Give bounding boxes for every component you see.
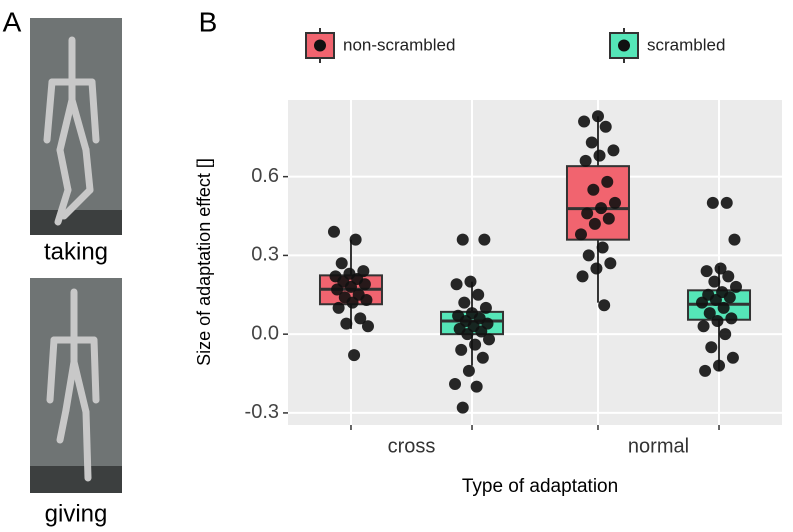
data-point [725,312,738,325]
data-point [462,364,475,377]
data-point [599,120,612,133]
data-point [699,364,712,377]
data-point [464,275,477,288]
data-point [331,283,344,296]
data-point [593,149,606,162]
data-point [607,144,620,157]
data-point [470,380,483,393]
legend-key-dot [618,39,630,52]
data-point [361,320,374,333]
data-point [579,154,592,167]
legend-label: non-scrambled [343,35,455,54]
plot-background [288,100,782,425]
data-point [587,183,600,196]
data-point [709,294,722,307]
data-point [719,328,732,341]
image-caption: giving [45,500,108,527]
data-point [348,349,361,362]
data-point [476,351,489,364]
legend-key-dot [314,39,326,52]
data-point [335,257,348,270]
x-tick-label: cross [388,435,436,457]
data-point [479,301,492,314]
data-point [472,288,485,301]
data-point [705,341,718,354]
data-point [726,351,739,364]
data-point [478,233,491,246]
data-point [483,333,496,346]
data-point [703,307,716,320]
y-axis-label: Size of adaptation effect [] [194,158,214,366]
data-point [588,217,601,230]
data-point [714,262,727,275]
data-point [722,270,735,283]
data-point [706,196,719,209]
data-point [455,343,468,356]
data-point [358,278,371,291]
data-point [344,280,357,293]
data-point [601,175,614,188]
data-point [717,301,730,314]
data-point [697,320,710,333]
data-point [456,401,469,414]
data-point [711,315,724,328]
y-tick-label: 0.3 [251,244,279,266]
data-point [585,136,598,149]
stick-figure-image [30,278,122,493]
data-point [450,278,463,291]
data-point [604,257,617,270]
legend-label: scrambled [647,35,725,54]
y-tick-label: 0.6 [251,165,279,187]
data-point [696,296,709,309]
data-point [730,280,743,293]
data-point [708,275,721,288]
data-point [608,196,621,209]
data-point [332,301,345,314]
stick-figure-image [30,18,122,235]
data-point [590,262,603,275]
data-point [461,328,474,341]
data-point [469,338,482,351]
data-point [456,233,469,246]
data-point [582,249,595,262]
data-point [700,265,713,278]
data-point [349,233,362,246]
data-point [578,115,591,128]
panel-label: B [199,6,218,37]
data-point [723,291,736,304]
data-point [327,225,340,238]
y-tick-label: -0.3 [245,401,279,423]
data-point [595,202,608,215]
data-point [591,110,604,123]
data-point [346,296,359,309]
x-axis-label: Type of adaptation [462,476,618,497]
data-point [458,296,471,309]
x-tick-label: normal [628,435,689,457]
image-caption: taking [44,238,108,265]
data-point [449,378,462,391]
data-point [728,233,741,246]
data-point [340,317,353,330]
data-point [576,270,589,283]
data-point [602,212,615,225]
data-point [596,241,609,254]
data-point [598,299,611,312]
data-point [354,312,367,325]
data-point [720,196,733,209]
data-point [713,359,726,372]
data-point [574,228,587,241]
data-point [360,294,373,307]
data-point [581,207,594,220]
data-point [475,325,488,338]
panel-label: A [3,6,22,37]
y-tick-label: 0.0 [251,322,279,344]
